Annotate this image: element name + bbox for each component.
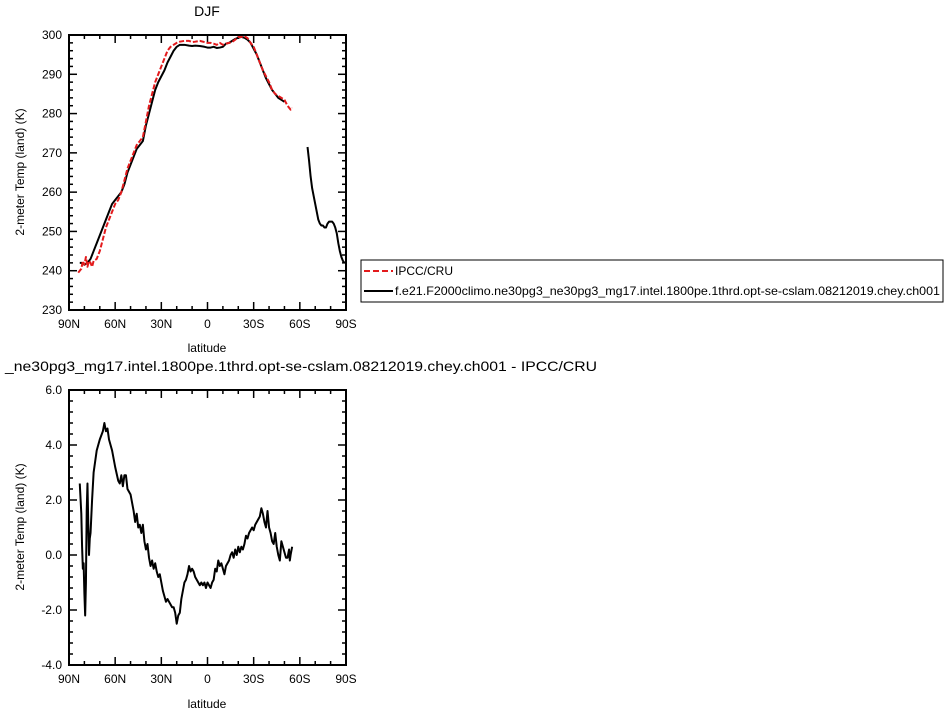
x-tick-label: 90N [58,317,80,331]
chart-title: DJF [194,3,220,19]
legend: IPCC/CRU f.e21.F2000climo.ne30pg3_ne30pg… [360,259,944,303]
x-tick-label: 60N [104,672,126,686]
series-lines [78,422,294,625]
y-tick-label: 4.0 [45,438,62,452]
y-tick-label: 250 [42,224,62,238]
y-tick-label: 260 [42,185,62,199]
chart-title: _ne30pg3_mg17.intel.1800pe.1thrd.opt-se-… [4,358,597,374]
legend-box [360,259,944,303]
x-tick-label: 30N [150,317,172,331]
series-line-0-segment-0 [78,422,294,625]
y-tick-label: 6.0 [45,383,62,397]
y-tick-label: 270 [42,146,62,160]
series-line-0-segment-0 [77,35,293,274]
x-tick-labels: 90N 60N 30N 0 30S 60S 90S [58,317,357,331]
y-tick-label: 2.0 [45,493,62,507]
x-tick-label: 30N [150,672,172,686]
y-tick-label: 230 [42,303,62,317]
y-tick-label: 290 [42,67,62,81]
x-tick-label: 90S [335,672,356,686]
y-tick-label: -4.0 [41,658,62,672]
series-line-1-segment-0 [79,35,285,266]
x-axis-label: latitude [188,341,227,355]
x-tick-labels: 90N 60N 30N 0 30S 60S 90S [58,672,357,686]
y-tick-label: 300 [42,28,62,42]
x-tick-label: 0 [204,672,211,686]
x-tick-label: 30S [243,317,264,331]
series-line-1-segment-1 [306,146,346,264]
tick-marks [68,34,347,311]
series-lines [77,35,346,274]
x-tick-label: 0 [204,317,211,331]
x-tick-label: 30S [243,672,264,686]
y-tick-label: 0.0 [45,548,62,562]
y-tick-label: 240 [42,264,62,278]
y-tick-label: -2.0 [41,603,62,617]
y-tick-labels: 230 240 250 260 270 280 290 300 [42,28,62,317]
y-axis-label: 2-meter Temp (land) (K) [13,463,27,590]
y-tick-label: 280 [42,107,62,121]
y-axis-label: 2-meter Temp (land) (K) [13,108,27,235]
legend-label-ipcc-cru: IPCC/CRU [395,264,453,278]
chart-panel-bottom: _ne30pg3_mg17.intel.1800pe.1thrd.opt-se-… [4,358,597,711]
x-tick-label: 90S [335,317,356,331]
y-tick-labels: -4.0 -2.0 0.0 2.0 4.0 6.0 [41,383,62,672]
plot-frame [68,34,347,311]
x-tick-label: 60S [289,317,310,331]
x-tick-label: 60N [104,317,126,331]
x-axis-label: latitude [188,697,227,711]
x-tick-label: 60S [289,672,310,686]
legend-label-model: f.e21.F2000climo.ne30pg3_ne30pg3_mg17.in… [395,284,940,298]
tick-marks [68,389,347,666]
plot-frame [68,389,347,666]
x-tick-label: 90N [58,672,80,686]
chart-panel-top: DJF 230 240 250 260 270 280 290 300 90N 60N 30N 0 3… [13,3,357,355]
